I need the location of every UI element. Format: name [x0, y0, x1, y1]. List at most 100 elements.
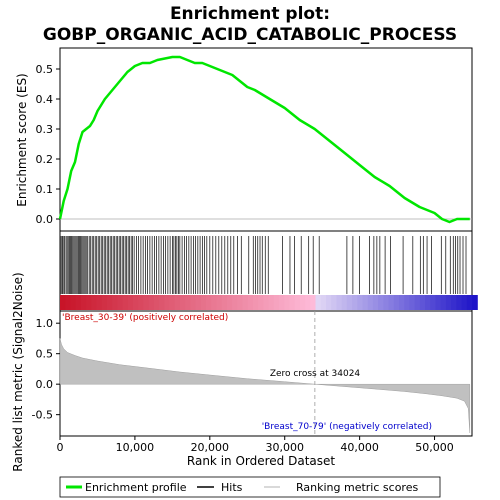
heat-cell [472, 295, 478, 310]
heat-cell [75, 295, 82, 310]
heat-cell [221, 295, 228, 310]
heat-cell [346, 295, 353, 310]
heat-cell [341, 295, 348, 310]
heat-cell [153, 295, 160, 310]
metric-y-tick-label: 0.0 [36, 378, 54, 391]
x-ticks: 0 10,000 20,000 30,000 40,000 50,000 [57, 436, 454, 454]
heat-cell [143, 295, 150, 310]
es-y-ticks: 0.0 0.1 0.2 0.3 0.4 0.5 [36, 63, 472, 226]
heat-cell [294, 295, 301, 310]
legend-enrichment-label: Enrichment profile [85, 481, 187, 494]
heat-cell [451, 295, 457, 310]
heat-cell [466, 295, 473, 310]
x-tick-label: 10,000 [116, 441, 155, 454]
legend-box [59, 476, 441, 498]
zero-cross-label: Zero cross at 34024 [270, 369, 361, 379]
es-y-tick-label: 0.2 [36, 153, 54, 166]
heat-cell [185, 295, 191, 310]
heat-cell [91, 295, 98, 310]
heat-cell [268, 295, 275, 310]
es-y-tick-label: 0.0 [36, 213, 54, 226]
heat-cell [174, 295, 181, 310]
metric-area-group [59, 311, 471, 436]
legend-ranking-label: Ranking metric scores [296, 481, 418, 494]
negative-label: 'Breast_70-79' (negatively correlated) [262, 422, 432, 432]
heat-cell [273, 295, 280, 310]
heat-cell [195, 295, 202, 310]
rank-heat-bar [60, 295, 478, 310]
x-tick-label: 20,000 [191, 441, 230, 454]
es-y-tick-label: 0.1 [36, 183, 54, 196]
heat-cell [60, 295, 66, 310]
heat-cell [258, 295, 264, 310]
heat-cell [226, 295, 233, 310]
enrichment-profile-line [58, 55, 470, 224]
heat-cell [237, 295, 244, 310]
ranking-metric-area [59, 338, 471, 434]
heat-cell [378, 295, 384, 310]
title-line-1: Enrichment plot: [170, 4, 330, 24]
heat-cell [242, 295, 249, 310]
x-tick-label: 0 [57, 441, 64, 454]
heat-cell [445, 295, 452, 310]
es-y-tick-label: 0.4 [36, 93, 54, 106]
heat-cell [409, 295, 416, 310]
heat-cell [289, 295, 296, 310]
heat-cell [122, 295, 129, 310]
es-line-group [58, 55, 470, 224]
heat-cell [456, 295, 463, 310]
heat-cell [96, 295, 103, 310]
heat-cell [80, 295, 87, 310]
metric-y-tick-label: 0.5 [36, 348, 54, 361]
metric-y-tick-label: 1.0 [36, 317, 54, 330]
heat-cell [399, 295, 405, 310]
heat-cell [279, 295, 285, 310]
heat-cell [211, 295, 217, 310]
heat-cell [362, 295, 369, 310]
heat-cell [367, 295, 374, 310]
heat-cell [388, 295, 395, 310]
heat-cell [127, 295, 134, 310]
heat-cell [315, 295, 322, 310]
heat-cell [138, 295, 144, 310]
x-tick-label: 30,000 [265, 441, 304, 454]
heat-cell [383, 295, 390, 310]
heat-cell [133, 295, 139, 310]
heat-cell [86, 295, 92, 310]
heat-cell [117, 295, 124, 310]
es-y-tick-label: 0.3 [36, 123, 54, 136]
heat-cell [357, 295, 364, 310]
heat-cell [372, 295, 379, 310]
metric-y-tick-label: -0.5 [32, 409, 53, 422]
heat-cell [101, 295, 108, 310]
heat-cell [200, 295, 207, 310]
heat-cell [65, 295, 71, 310]
metric-y-ticks: -0.5 0.0 0.5 1.0 [32, 317, 60, 422]
heat-cell [179, 295, 186, 310]
heat-cell [336, 295, 343, 310]
heat-cell [425, 295, 431, 310]
heat-cell [305, 295, 311, 310]
heat-cell [112, 295, 118, 310]
heat-cell [164, 295, 171, 310]
heat-cell [169, 295, 176, 310]
metric-y-axis-label: Ranked list metric (Signal2Noise) [11, 272, 25, 471]
title-line-2: GOBP_ORGANIC_ACID_CATABOLIC_PROCESS [43, 25, 457, 45]
heat-cell [190, 295, 197, 310]
heat-cell [70, 295, 77, 310]
heat-cell [404, 295, 410, 310]
heat-cell [148, 295, 155, 310]
x-axis-label: Rank in Ordered Dataset [187, 454, 335, 468]
heat-cell [440, 295, 447, 310]
heat-cell [461, 295, 468, 310]
heat-cell [393, 295, 400, 310]
legend-hits-label: Hits [221, 481, 243, 494]
heat-cell [299, 295, 306, 310]
x-tick-label: 40,000 [340, 441, 379, 454]
heat-cell [414, 295, 421, 310]
heat-cell [435, 295, 442, 310]
heat-cell [331, 295, 337, 310]
heat-cell [263, 295, 270, 310]
